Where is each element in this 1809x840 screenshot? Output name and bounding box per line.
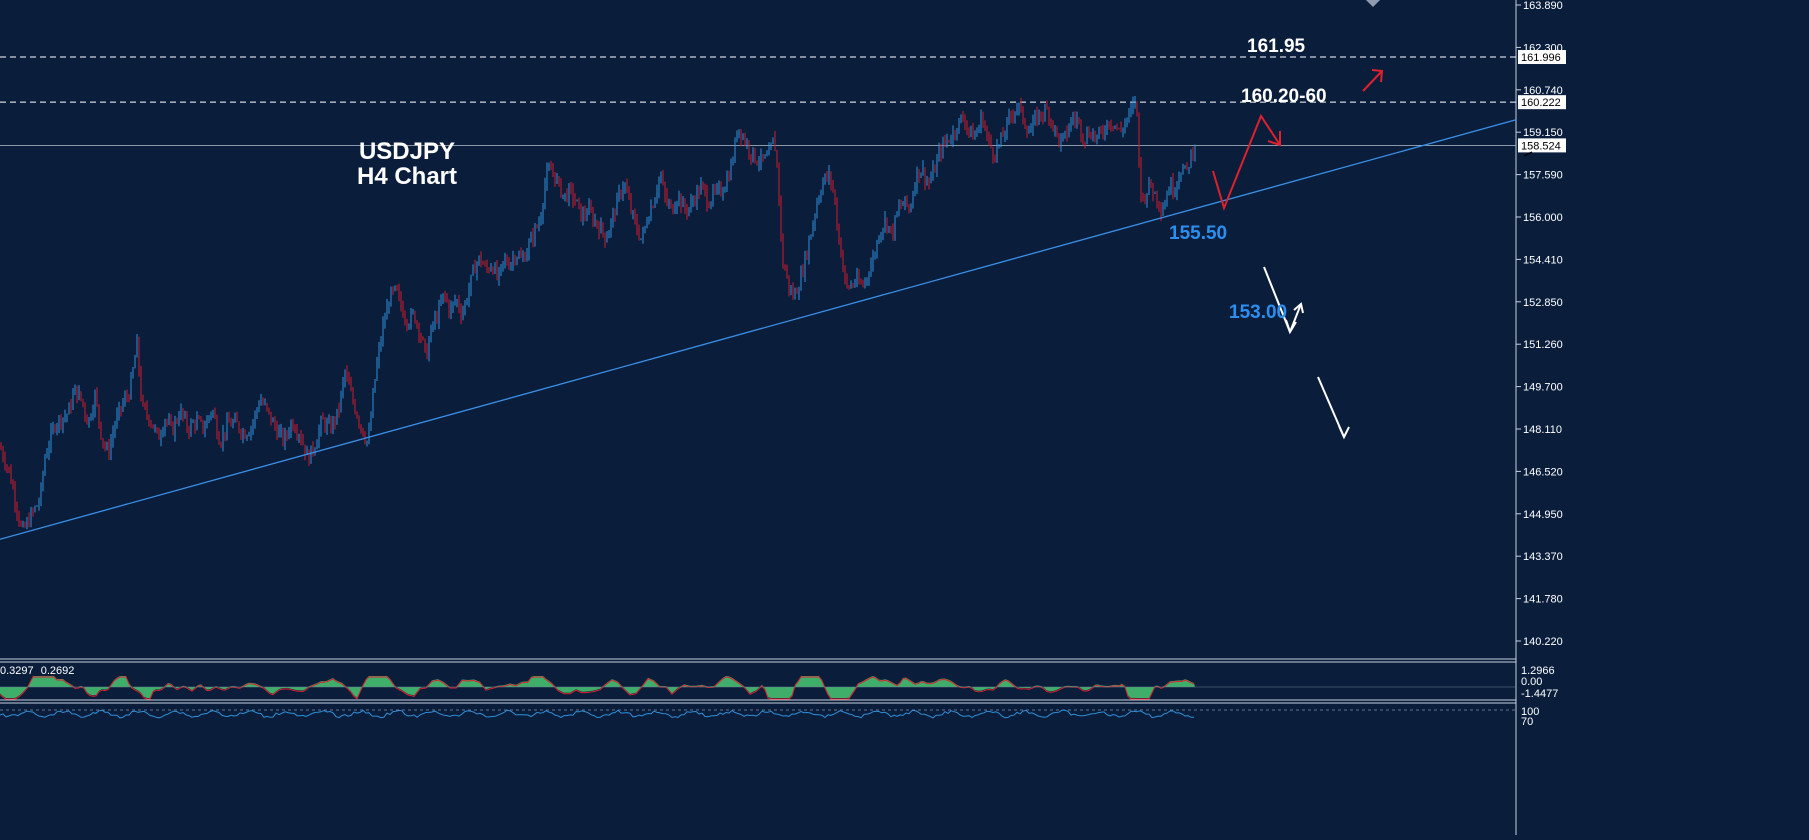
y-tick-label: 148.110	[1523, 424, 1562, 436]
support-label-153-00: 153.00	[1229, 302, 1287, 323]
price-tag-label: 161.996	[1521, 52, 1561, 64]
annotations-group	[1212, 0, 1533, 440]
macd-signal-line	[0, 676, 1195, 700]
chart-title-line-1: USDJPY	[359, 138, 455, 165]
support-label-155-50: 155.50	[1169, 223, 1227, 244]
y-tick-label: 163.890	[1523, 0, 1563, 12]
white-bounce-arrow	[1289, 303, 1302, 333]
y-tick-label: 152.850	[1523, 297, 1563, 309]
macd-panel	[0, 676, 1516, 700]
rsi-tick-70: 70	[1521, 716, 1533, 728]
red-scenario-arrow	[1212, 113, 1281, 212]
price-tag-box	[1518, 138, 1566, 153]
macd-tick-top: 1.2966	[1521, 665, 1555, 677]
macd-value-main: 0.3297	[0, 665, 34, 677]
red-breakout-arrow-head	[1371, 69, 1384, 83]
macd-tick-bottom: -1.4477	[1521, 688, 1558, 700]
y-tick-label: 156.000	[1523, 212, 1563, 224]
y-tick-label: 151.260	[1523, 339, 1563, 351]
price-tag-label: 160.222	[1521, 97, 1561, 109]
y-tick-label: 157.590	[1523, 170, 1563, 182]
red-scenario-arrow-head	[1267, 131, 1281, 147]
ascending-trendline	[0, 119, 1517, 540]
y-tick-label: 154.410	[1523, 254, 1563, 266]
trendline-group	[0, 119, 1517, 540]
price-tag-box	[1518, 50, 1566, 65]
candles-group	[0, 96, 1196, 530]
rsi-panel	[0, 709, 1516, 719]
macd-tick-zero: 0.00	[1521, 676, 1542, 688]
y-tick-label: 160.740	[1523, 85, 1563, 97]
y-tick-label: 159.150	[1523, 127, 1563, 139]
y-tick-label: 140.220	[1523, 636, 1563, 648]
level-label-160-20-60: 160.20-60	[1241, 86, 1327, 107]
white-down-arrow-2-head	[1338, 425, 1350, 440]
key-levels	[0, 56, 1516, 146]
white-bounce-arrow-head	[1293, 302, 1304, 314]
rsi-tick-top: 100	[1521, 706, 1539, 718]
y-tick-label: 143.370	[1523, 551, 1563, 563]
red-breakout-arrow	[1362, 70, 1383, 92]
y-tick-label: 141.780	[1523, 594, 1563, 606]
y-tick-label: 146.520	[1523, 466, 1563, 478]
level-label-161-95: 161.95	[1247, 36, 1306, 57]
top-chevron-marker	[1366, 0, 1380, 7]
macd-value-signal: 0.2692	[41, 665, 75, 677]
price-axis: 163.890162.300160.740159.150157.590156.0…	[1516, 0, 1566, 648]
y-tick-label: 144.950	[1523, 509, 1563, 521]
y-tick-label: 149.700	[1523, 382, 1563, 394]
rsi-line	[0, 709, 1195, 719]
small-dash-marker	[1523, 151, 1533, 157]
price-tag-box	[1518, 95, 1566, 110]
price-tag-label: 158.524	[1521, 140, 1561, 152]
chart-title-line-2: H4 Chart	[357, 163, 457, 190]
macd-values-label: 0.3297 0.2692	[0, 665, 74, 677]
